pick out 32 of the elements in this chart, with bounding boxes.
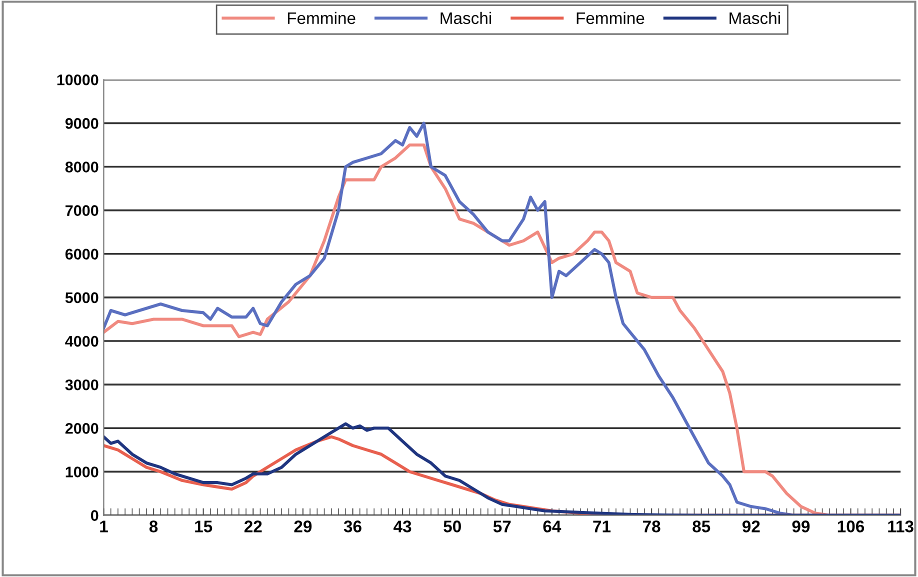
x-tick-label: 113 xyxy=(888,520,914,532)
legend-label: Femmine xyxy=(576,12,644,24)
x-tick-label: 29 xyxy=(294,520,312,532)
x-tick-label: 78 xyxy=(643,520,660,532)
y-tick-label: 5000 xyxy=(65,292,98,304)
x-tick-label: 85 xyxy=(692,520,710,532)
x-tick-label: 1 xyxy=(100,520,108,532)
legend-label: Maschi xyxy=(440,12,492,24)
y-tick-label: 2000 xyxy=(65,423,98,434)
x-tick-label: 22 xyxy=(244,520,262,532)
x-tick-label: 8 xyxy=(149,520,158,532)
y-tick-label: 8000 xyxy=(65,162,98,172)
y-tick-label: 7000 xyxy=(66,205,98,216)
y-tick-label: 3000 xyxy=(65,379,98,390)
x-tick-label: 57 xyxy=(493,520,511,532)
x-tick-label: 64 xyxy=(543,520,562,532)
x-tick-label: 71 xyxy=(593,520,611,532)
x-tick-label: 92 xyxy=(742,520,760,532)
x-tick-label: 50 xyxy=(444,520,461,532)
x-tick-label: 99 xyxy=(792,520,810,532)
y-tick-label: 9000 xyxy=(65,118,98,129)
y-tick-label: 6000 xyxy=(65,248,98,260)
y-tick-label: 4000 xyxy=(65,336,98,347)
legend-label: Femmine xyxy=(288,12,356,24)
x-tick-label: 106 xyxy=(838,520,864,532)
x-tick-label: 36 xyxy=(344,520,362,532)
x-tick-label: 15 xyxy=(195,520,212,532)
y-tick-label: 10000 xyxy=(57,74,98,86)
x-tick-label: 43 xyxy=(394,520,412,532)
legend-label: Maschi xyxy=(730,12,780,24)
y-tick-label: 1000 xyxy=(66,466,98,478)
y-tick-label: 0 xyxy=(90,510,98,521)
